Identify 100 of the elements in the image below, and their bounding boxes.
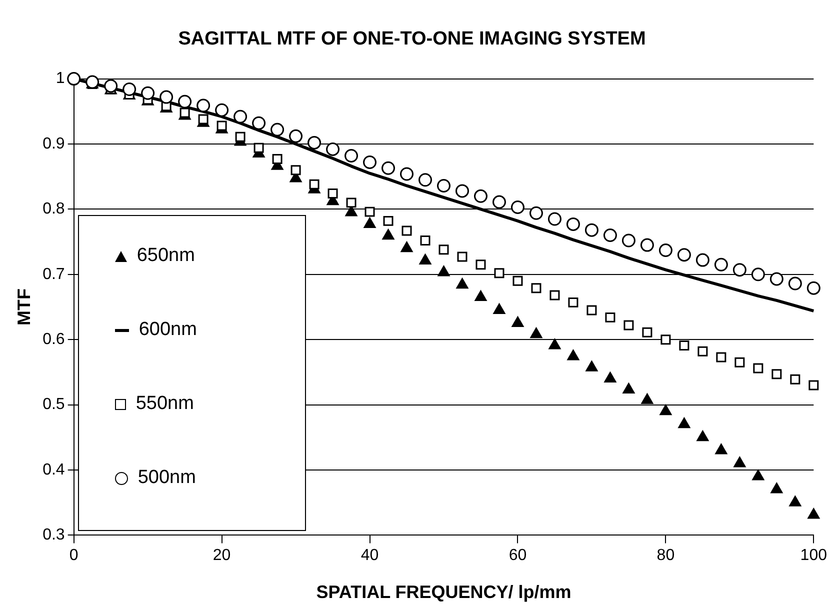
point	[788, 276, 802, 290]
point	[326, 142, 340, 156]
point	[660, 404, 672, 416]
point	[512, 276, 523, 286]
point	[474, 290, 487, 301]
point	[584, 223, 598, 237]
y-tick-label: 0.5	[42, 396, 65, 414]
point	[438, 266, 450, 276]
point	[696, 430, 709, 442]
point	[289, 129, 303, 143]
point	[437, 178, 450, 192]
point	[476, 260, 486, 270]
point	[178, 94, 192, 108]
point	[418, 173, 432, 187]
x-tick-label: 40	[360, 547, 379, 564]
point	[364, 217, 376, 228]
point	[808, 380, 819, 390]
point	[290, 165, 301, 176]
y-axis-title: MTF	[14, 288, 34, 326]
x-axis-title: SPATIAL FREQUENCY/ lp/mm	[316, 582, 572, 602]
point	[716, 352, 726, 362]
x-tick-label: 60	[508, 547, 527, 564]
point	[216, 120, 227, 131]
point	[753, 363, 764, 374]
point	[67, 72, 81, 86]
point	[732, 263, 746, 277]
point	[160, 90, 174, 104]
point	[808, 508, 820, 519]
point	[677, 248, 691, 262]
point	[510, 200, 524, 214]
point	[790, 374, 800, 384]
point	[531, 283, 542, 294]
point	[698, 346, 708, 356]
point	[234, 110, 248, 124]
point	[772, 369, 782, 380]
y-tick-label: 0.7	[42, 266, 65, 283]
point	[622, 383, 635, 394]
legend-label: 600nm	[138, 319, 197, 342]
point	[530, 328, 542, 338]
point	[605, 312, 616, 322]
point	[679, 340, 690, 350]
point	[640, 238, 654, 252]
point	[402, 226, 412, 236]
point	[550, 290, 560, 300]
point	[770, 272, 784, 286]
point	[734, 357, 745, 368]
point	[252, 116, 266, 130]
point	[382, 161, 396, 175]
point	[512, 316, 524, 328]
point	[419, 254, 432, 264]
point	[456, 278, 468, 289]
point	[714, 258, 728, 272]
legend-label: 500nm	[138, 467, 196, 490]
point	[270, 122, 284, 136]
point	[196, 98, 210, 112]
point	[198, 114, 208, 124]
point	[734, 456, 746, 468]
point	[658, 244, 672, 258]
point	[235, 132, 246, 142]
x-tick-label: 0	[69, 547, 78, 564]
legend-label: 650nm	[136, 245, 195, 268]
point	[364, 206, 375, 217]
legend-label: 550nm	[136, 393, 194, 416]
point	[752, 470, 764, 480]
point	[566, 217, 580, 231]
point	[272, 154, 282, 164]
point	[122, 82, 136, 96]
point	[494, 268, 504, 278]
point	[308, 136, 322, 150]
point	[400, 242, 413, 252]
point	[806, 281, 820, 295]
y-tick-label: 0.4	[42, 461, 65, 478]
point	[603, 228, 617, 242]
y-tick-label: 0.3	[42, 526, 65, 544]
point	[400, 167, 414, 181]
y-tick-label: 1	[56, 70, 65, 88]
point	[215, 103, 229, 117]
point	[529, 206, 543, 220]
point	[548, 338, 561, 350]
point	[678, 418, 690, 428]
point	[382, 229, 394, 240]
point	[492, 195, 506, 209]
point	[567, 350, 580, 360]
point	[696, 253, 710, 267]
point	[715, 444, 728, 454]
x-tick-label: 20	[212, 547, 231, 564]
y-tick-label: 0.9	[42, 135, 65, 152]
point	[328, 188, 338, 199]
point	[438, 244, 449, 255]
point	[642, 327, 652, 338]
chart-title: SAGITTAL MTF OF ONE-TO-ONE IMAGING SYSTEM	[178, 28, 646, 50]
y-tick-label: 0.6	[42, 331, 65, 348]
point	[344, 148, 358, 162]
point	[622, 234, 636, 248]
point	[789, 496, 802, 506]
point	[548, 212, 562, 226]
point	[568, 297, 578, 308]
point	[254, 142, 264, 153]
point	[586, 305, 597, 316]
point	[586, 360, 598, 372]
